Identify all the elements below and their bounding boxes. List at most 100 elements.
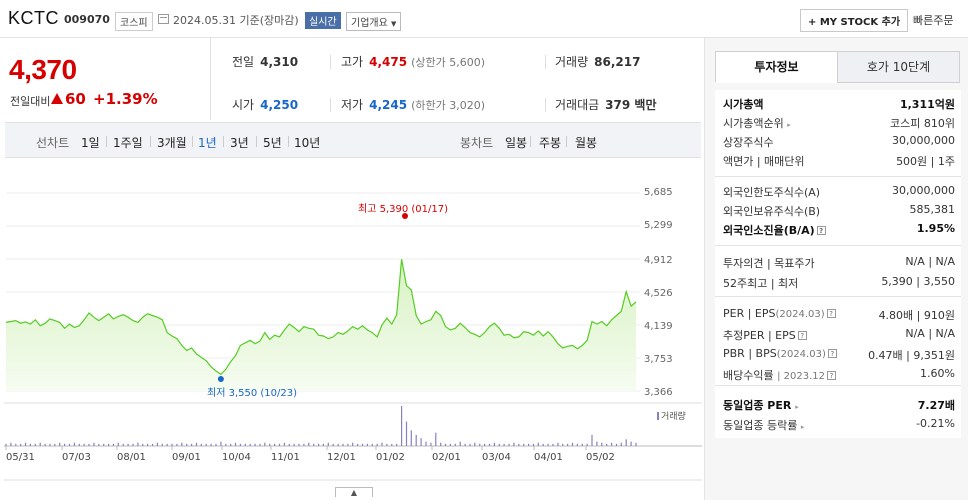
period-1year[interactable]: 1년 [198,136,217,150]
realtime-button[interactable]: 실시간 [305,12,341,29]
stat-open: 시가 4,250 [232,96,298,113]
list-item: 시가총액 1,311억원 [723,96,955,112]
candle-daily[interactable]: 일봉 [505,136,528,150]
row-value: 5,390 | 3,550 [881,275,955,288]
row-label: 액면가 | 매매단위 [723,155,805,168]
stat-label: 거래대금 [555,98,600,112]
volume-bar [64,443,66,446]
low-annotation: 최저 3,550 (10/23) [207,388,298,399]
volume-bar [611,442,613,446]
period-1day[interactable]: 1일 [81,136,100,150]
volume-bar [537,442,539,446]
row-label-text: PER | EPS [723,307,776,320]
row-value: 1.60% [920,367,955,380]
volume-bar [523,443,525,446]
volume-bar [513,442,515,446]
volume-bar [396,443,398,446]
stat-volume: 거래량 86,217 [555,53,640,70]
period-10year[interactable]: 10년 [294,136,321,150]
help-icon[interactable]: ? [827,349,837,358]
volume-bar [562,443,564,446]
row-label-sub: (2024.03) [776,349,826,360]
volume-bar [215,443,217,446]
volume-bar [601,442,603,446]
y-tick-label: 4,912 [644,255,673,266]
period-5year[interactable]: 5년 [263,136,282,150]
volume-bar [464,443,466,446]
row-label: 투자의견 | 목표주가 [723,257,815,270]
volume-bar [83,443,85,446]
volume-bar [625,439,627,446]
volume-bar [327,442,329,446]
divider [566,136,567,147]
volume-bar [405,421,408,446]
volume-bar [318,443,320,446]
price-chart[interactable]: 5,685 5,299 4,912 4,526 4,139 3,753 3,36… [0,160,702,500]
volume-bar [142,443,144,446]
divider [106,136,107,147]
volume-bar [117,442,119,446]
current-price: 4,370 [9,54,77,85]
expand-chart-button[interactable]: ▲ [335,487,373,497]
volume-bar [288,443,290,446]
period-3year[interactable]: 3년 [230,136,249,150]
period-1week[interactable]: 1주일 [113,136,143,150]
period-3month[interactable]: 3개월 [157,136,187,150]
volume-bar [547,443,549,446]
volume-bar [474,442,476,446]
volume-bar [366,443,368,446]
volume-bar [249,443,251,446]
add-my-stock-button[interactable]: + MY STOCK 추가 [800,9,909,32]
help-icon[interactable]: ? [797,331,807,340]
stat-value: 4,475 [369,55,408,69]
row-label: PBR | BPS(2024.03)? [723,347,837,360]
x-tick-label: 12/01 [327,452,356,463]
volume-bar [518,443,520,446]
help-icon[interactable]: ? [827,371,837,380]
help-icon[interactable]: ? [816,226,826,235]
volume-bar [410,430,412,446]
tab-orderbook[interactable]: 호가 10단계 [837,51,960,83]
volume-bar [376,443,378,446]
chevron-right-icon: ▸ [787,121,791,129]
volume-bar [401,406,403,446]
volume-bar [357,443,359,446]
volume-bar [181,442,183,446]
opinion-section: 투자의견 | 목표주가 N/A | N/A 52주최고 | 최저 5,390 | 3… [715,246,961,296]
help-icon[interactable]: ? [826,309,836,318]
volume-bar [34,443,36,446]
quick-order-link[interactable]: 빠른주문 [913,14,954,27]
stat-low: 저가 4,245 (하한가 3,020) [341,96,485,113]
list-item: 동일업종 등락률 ▸ -0.21% [723,417,955,433]
y-tick-label: 5,685 [644,187,673,198]
price-change-percent: +1.39% [93,90,158,108]
x-tick-label: 11/01 [271,452,300,463]
volume-bar [269,443,271,446]
chevron-right-icon: ▸ [800,423,805,431]
stat-value: 86,217 [594,55,641,69]
row-value: 0.47배 | 9,351원 [868,349,955,362]
row-label-text: 추정PER | EPS [723,329,796,342]
divider [530,136,531,147]
company-info-dropdown[interactable]: 기업개요 ▼ [346,12,402,31]
divider [150,136,151,147]
row-value: N/A | N/A [905,255,955,268]
volume-bar [29,443,31,446]
volume-bar [220,441,222,446]
candle-monthly[interactable]: 월봉 [575,136,598,150]
line-chart-label: 선차트 [36,136,70,150]
y-tick-label: 3,753 [644,354,673,365]
tab-invest-info[interactable]: 투자정보 [715,51,838,83]
y-tick-label: 3,366 [644,387,673,398]
volume-bar [532,443,534,446]
price-change: 60 [65,90,86,108]
market-cap-section: 시가총액 1,311억원 시가총액순위 ▸ 코스피 810위 상장주식수 30,000… [715,90,961,176]
row-value: 585,381 [909,203,956,216]
volume-bar [596,441,598,446]
candle-weekly[interactable]: 주봉 [539,136,562,150]
divider [330,98,331,112]
volume-bar [200,443,202,446]
volume-bar [606,443,608,446]
x-tick-label: 03/04 [482,452,511,463]
volume-bar [230,443,232,446]
